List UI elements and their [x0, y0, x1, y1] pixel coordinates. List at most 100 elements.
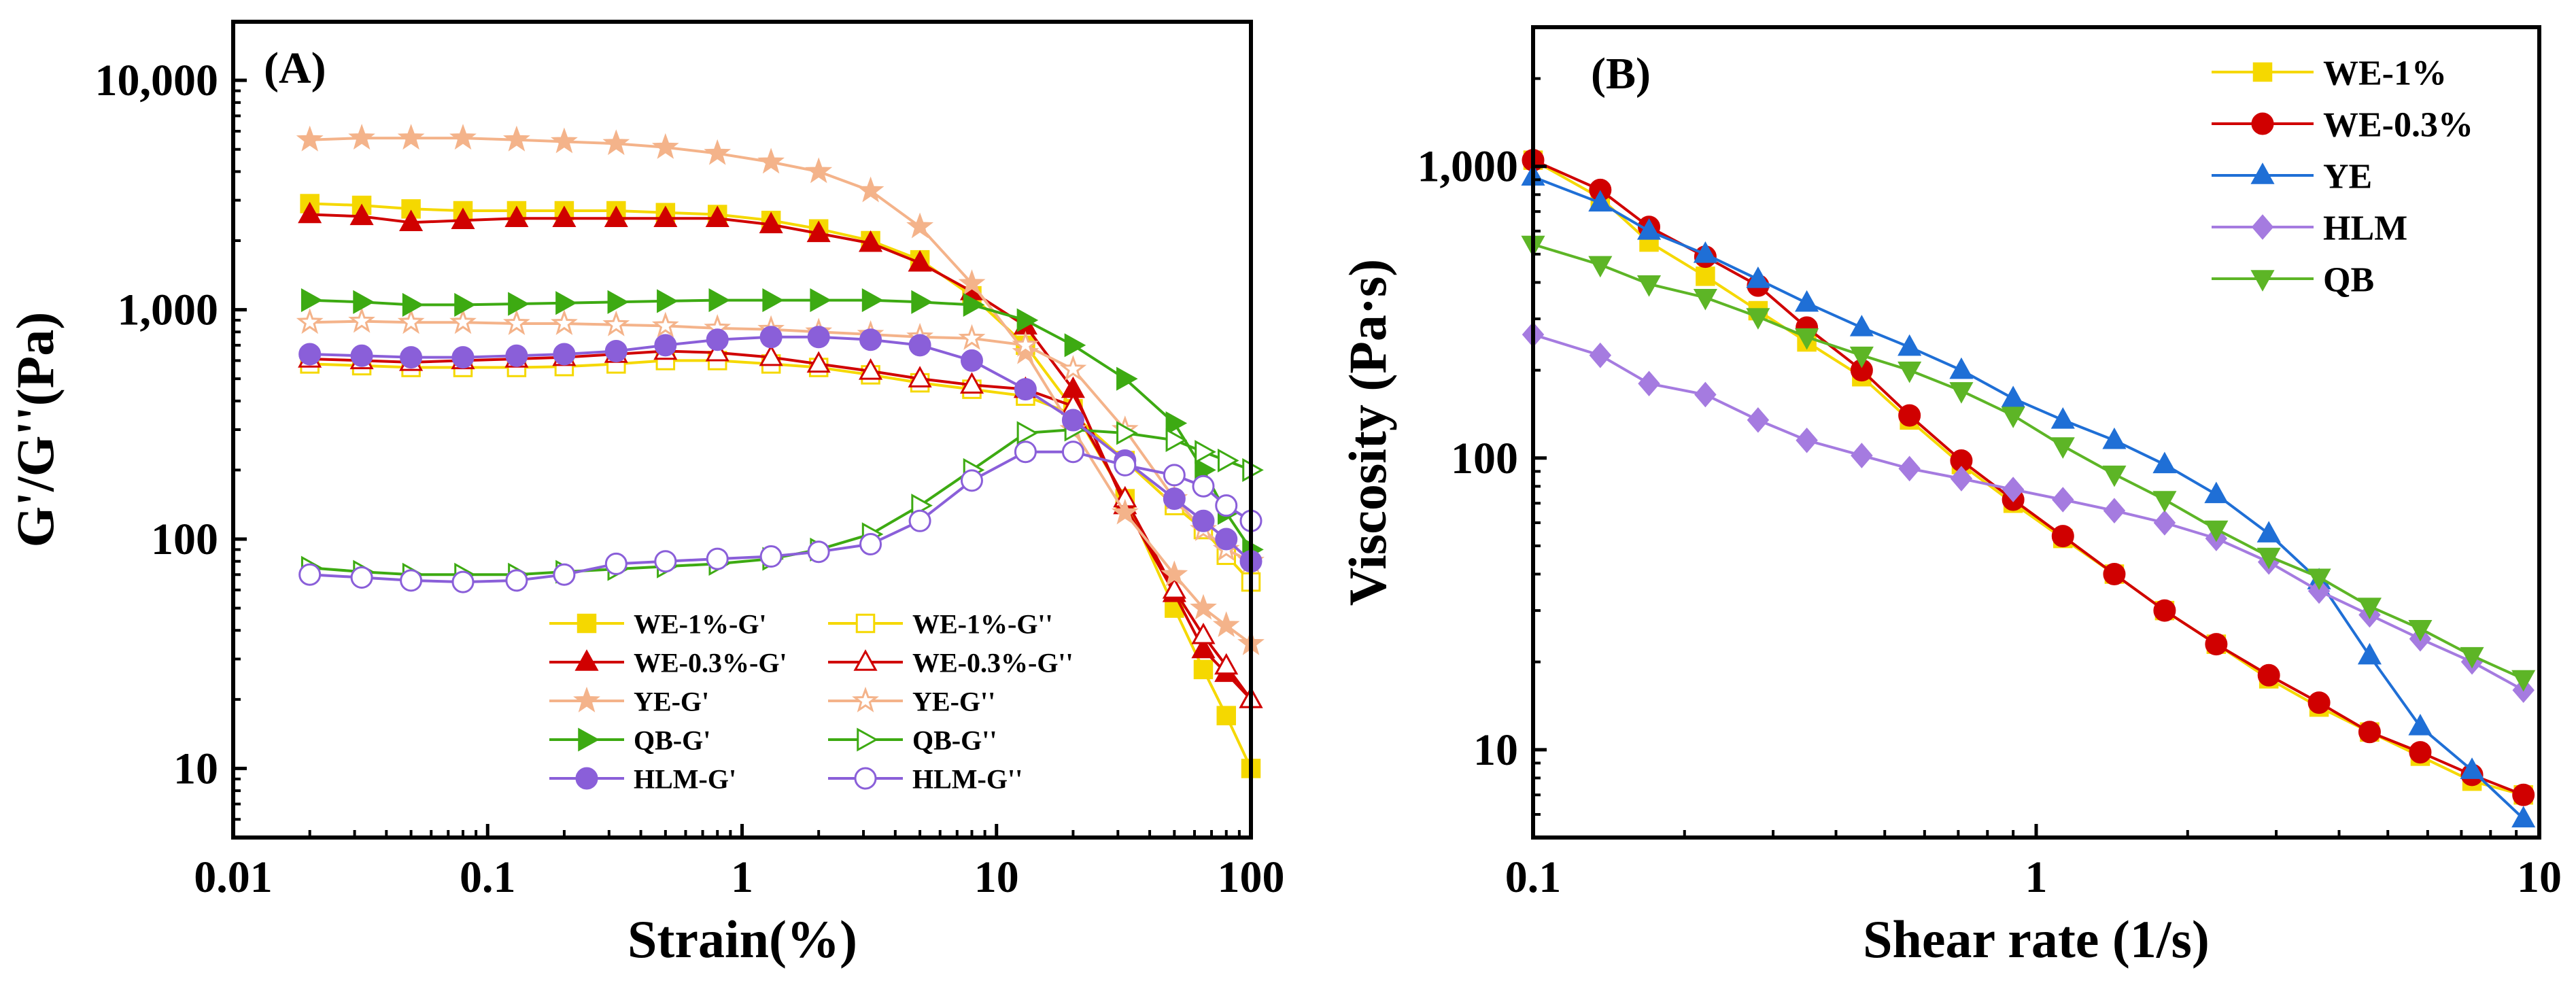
panel-b-y-axis-title: Viscosity (Pa·s) [1338, 259, 1397, 606]
a-point-qb-g [300, 288, 323, 313]
a-point-hlm-g [908, 334, 931, 357]
b-legend-marker [2252, 62, 2273, 82]
b-legend-label: HLM [2323, 209, 2407, 248]
a-point-hlm-g [553, 343, 576, 366]
b-point-qb [2102, 465, 2127, 487]
b-legend-label: WE-1% [2323, 54, 2447, 93]
a-point-ye-g [1012, 330, 1040, 357]
a-legend-item: QB-G' [549, 725, 710, 755]
a-legend-item: WE-0.3%-G' [549, 647, 787, 678]
panel-b-viscosity: 0.1 1 10 10 100 1,000 (B) Shear rate (1/s) Vi… [1338, 25, 2562, 969]
a-point-hlm-g [706, 547, 729, 570]
a-point-hlm-g [1061, 409, 1084, 432]
a-point-we-0-3-g [908, 366, 932, 387]
panel-a-y-axis-title: G'/G''(Pa) [5, 312, 65, 548]
a-point-hlm-g [1014, 378, 1037, 401]
panel-b-x-axis-title: Shear rate (1/s) [1863, 910, 2210, 969]
a-legend-item: YE-G' [549, 686, 709, 717]
a-point-we-0-3-g [399, 209, 424, 232]
a-point-ye-g [958, 324, 986, 350]
a-point-ye-g [502, 309, 530, 335]
a-point-ye-g [1190, 593, 1217, 620]
a-x-tick-label: 0.1 [460, 852, 516, 902]
b-point-we-0-3 [2409, 741, 2432, 764]
b-point-hlm [2002, 477, 2025, 502]
a-point-ye-g [602, 310, 630, 337]
a-point-qb-g [1165, 411, 1188, 436]
a-point-hlm-g [960, 349, 983, 372]
a-point-hlm-g [859, 533, 882, 556]
a-point-qb-g [1217, 448, 1239, 473]
panel-a-series-layer [296, 124, 1265, 778]
a-point-ye-g [1059, 355, 1087, 381]
a-x-tick-label: 1 [731, 852, 753, 902]
a-point-ye-g [397, 124, 425, 150]
b-point-ye [2511, 806, 2536, 828]
a-point-qb-g [508, 292, 530, 316]
a-legend-item: WE-1%-G' [549, 608, 767, 639]
a-point-qb-g [454, 292, 476, 317]
a-legend-marker [573, 687, 600, 712]
b-legend-item: YE [2212, 158, 2372, 196]
a-point-we-0-3-g [1191, 636, 1216, 659]
b-point-ye [1949, 357, 1974, 379]
b-point-qb [1588, 256, 1613, 278]
a-point-hlm-g [960, 469, 983, 492]
a-point-ye-g [958, 269, 986, 296]
b-point-ye [2256, 521, 2281, 542]
a-point-we-0-3-g [604, 205, 628, 228]
panel-b-axes: 0.1 1 10 10 100 1,000 [1418, 77, 2562, 902]
a-legend-label: YE-G' [634, 686, 709, 717]
a-point-we-0-3-g [1191, 622, 1216, 644]
a-point-ye-g [296, 308, 324, 334]
a-legend-marker [853, 649, 878, 671]
a-series-hlm-g [298, 441, 1263, 593]
b-point-hlm [2103, 498, 2126, 523]
a-legend-marker [578, 727, 600, 752]
a-point-ye-g [602, 129, 630, 156]
b-legend-label: QB [2323, 261, 2374, 300]
b-point-ye [1636, 218, 1662, 240]
a-point-ye-g [651, 311, 679, 338]
b-point-ye [2460, 757, 2484, 779]
a-point-we-0-3-g [859, 230, 883, 252]
a-legend-item: WE-0.3%-G'' [828, 647, 1074, 678]
a-point-ye-g [348, 307, 375, 333]
b-legend-marker [2251, 112, 2274, 135]
panel-a-strain-sweep: 0.01 0.1 1 10 100 10 100 1,000 10,000 (A) Strain… [5, 20, 1285, 969]
a-point-hlm-g [654, 334, 677, 357]
a-point-ye-g [550, 309, 578, 335]
a-point-qb-g [1016, 308, 1039, 332]
a-point-ye-g [1111, 498, 1139, 525]
a-legend-label: QB-G' [634, 725, 710, 755]
a-series-hlm-g [298, 326, 1263, 573]
b-series-qb [1521, 235, 2536, 692]
b-y-tick-label: 10 [1473, 725, 1518, 775]
a-point-hlm-g [1114, 453, 1137, 477]
a-point-ye-g [449, 308, 477, 334]
b-point-we-0-3 [2358, 721, 2381, 744]
b-point-hlm [1950, 466, 1973, 492]
b-point-hlm [1747, 407, 1770, 433]
b-point-ye [1849, 315, 1874, 337]
b-point-qb [1849, 346, 1874, 368]
b-point-hlm [1638, 370, 1660, 397]
b-point-hlm [1796, 427, 1818, 453]
a-point-we-0-3-g [504, 205, 529, 228]
panel-a-x-axis-title: Strain(%) [628, 910, 857, 969]
a-point-ye-g [704, 139, 732, 165]
a-point-hlm-g [1192, 509, 1215, 532]
a-point-qb-g [353, 290, 375, 314]
b-point-we-0-3 [1898, 404, 1921, 427]
a-point-hlm-g [908, 509, 931, 532]
b-point-qb [1795, 328, 1819, 350]
b-point-ye [2152, 451, 2177, 474]
b-point-ye [1588, 190, 1613, 212]
b-x-tick-label: 1 [2025, 852, 2048, 902]
a-legend-label: WE-0.3%-G' [634, 647, 787, 678]
a-y-tick-label: 1,000 [118, 286, 219, 335]
b-point-hlm [2052, 487, 2074, 513]
a-point-qb-g [1016, 421, 1039, 445]
a-legend-marker [852, 687, 879, 712]
